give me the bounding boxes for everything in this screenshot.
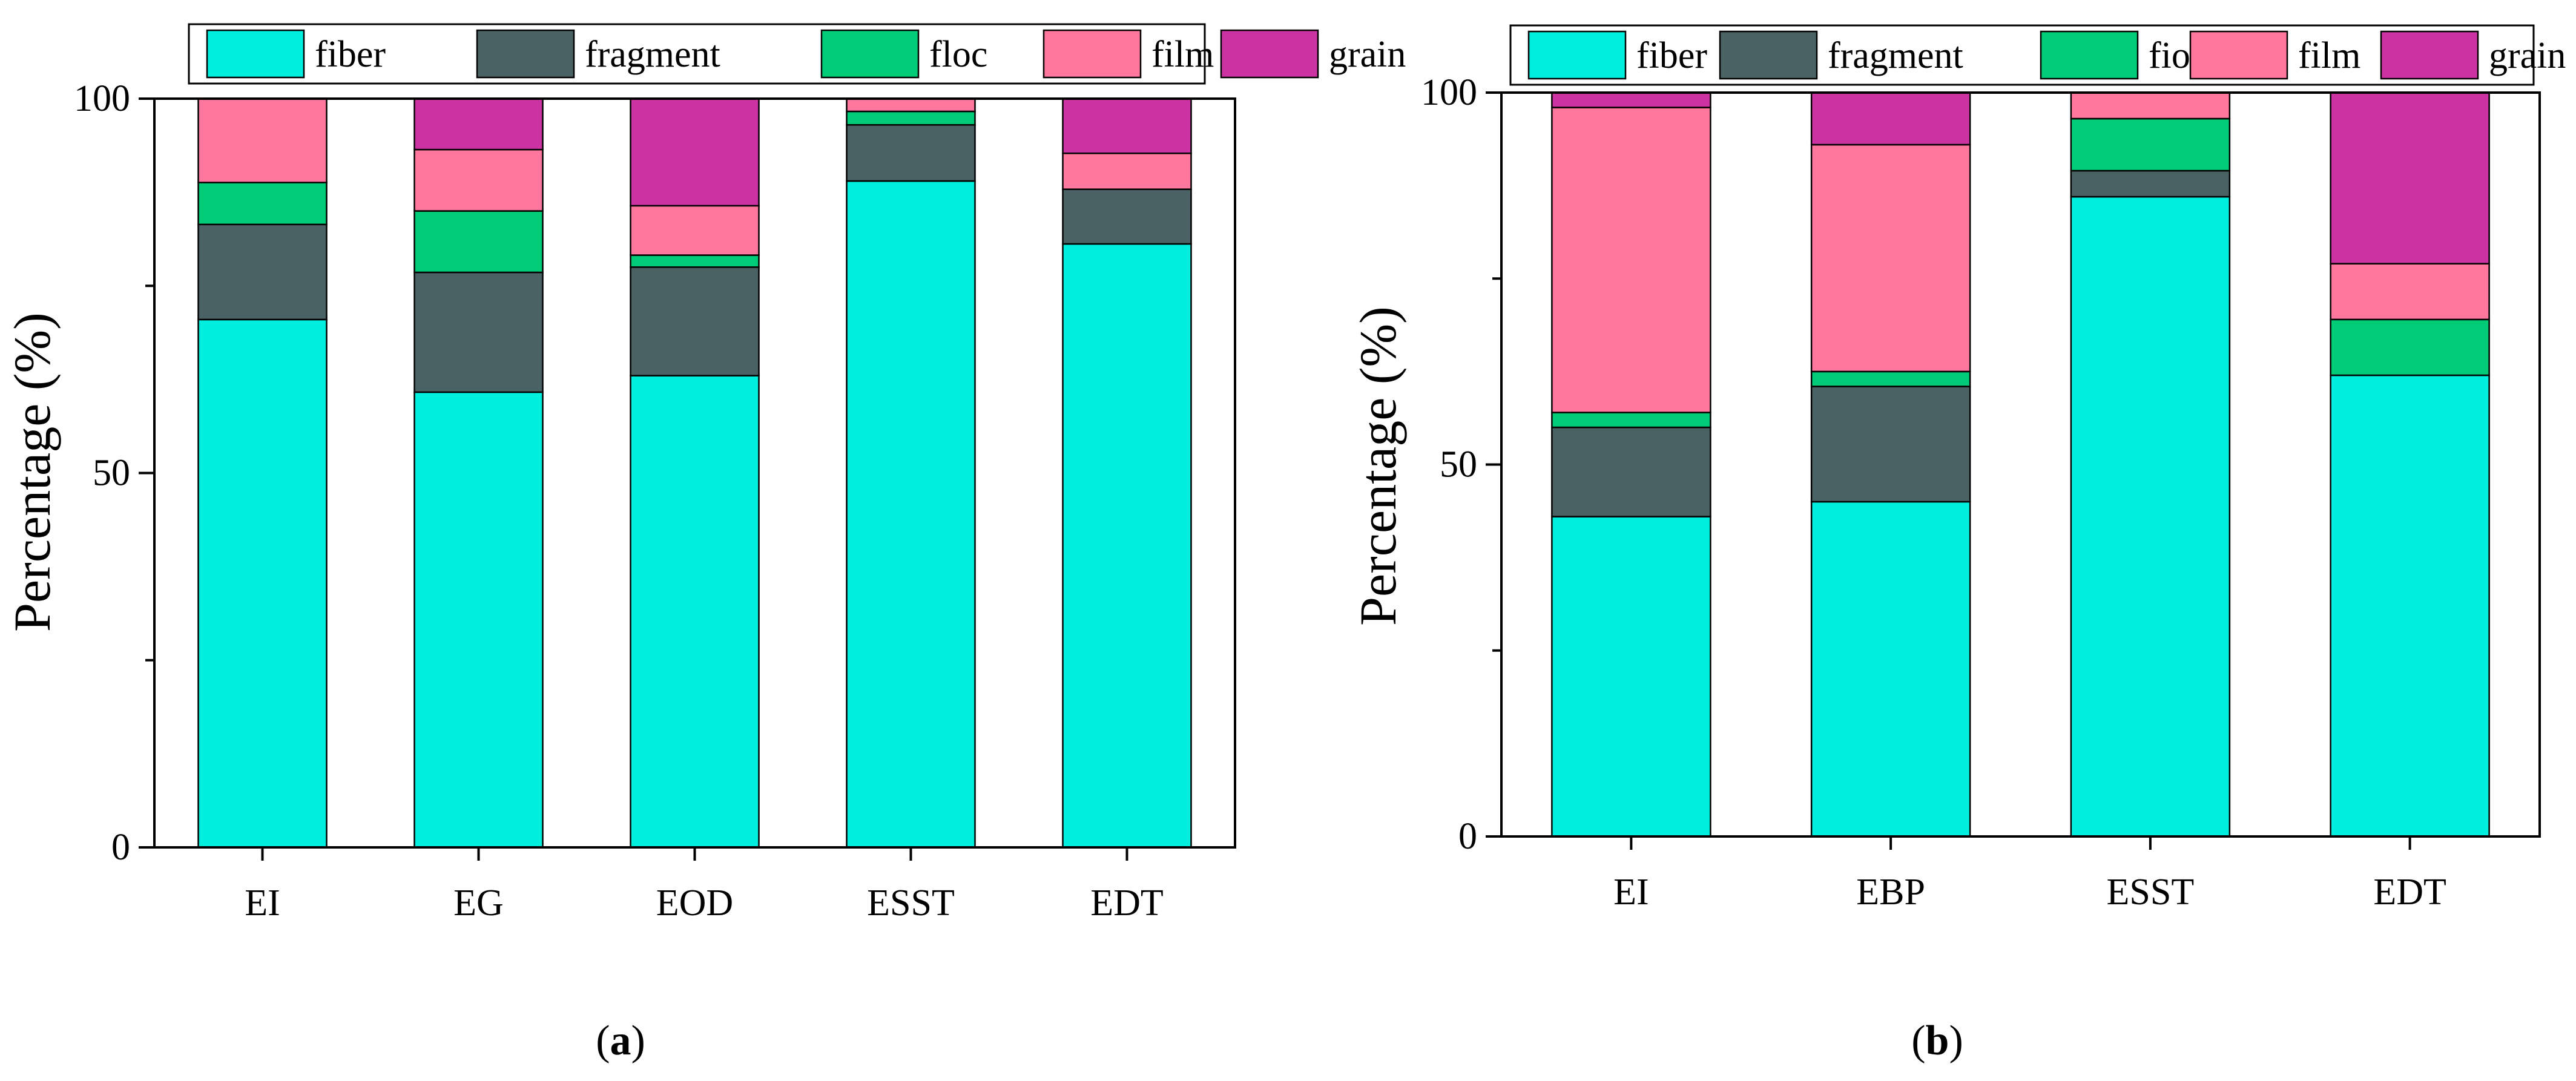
bar-fiber-esst bbox=[2071, 197, 2230, 836]
legend-label-grain: grain bbox=[2489, 35, 2566, 76]
bar-fioc-edt bbox=[2331, 320, 2489, 375]
bar-film-edt bbox=[2331, 264, 2489, 320]
panel-caption-letter: b bbox=[1926, 1017, 1949, 1064]
legend-swatch-fioc bbox=[2041, 31, 2138, 79]
bar-fiber-edt bbox=[2331, 375, 2489, 836]
bar-grain-ebp bbox=[1811, 93, 1970, 145]
legend-swatch-film bbox=[2190, 31, 2287, 79]
legend-swatch-grain bbox=[2381, 31, 2478, 79]
bar-fioc-esst bbox=[2071, 119, 2230, 171]
legend-label-film: film bbox=[2298, 35, 2360, 76]
legend-swatch-fiber bbox=[1529, 31, 1626, 79]
y-tick-label: 50 bbox=[1440, 444, 1477, 485]
y-axis-title: Percentage (%) bbox=[1349, 306, 1407, 626]
legend-label-fiber: fiber bbox=[1636, 35, 1707, 76]
x-tick-label-esst: ESST bbox=[2107, 872, 2195, 913]
bar-fragment-ei bbox=[1552, 427, 1710, 516]
chart-panel-b: 0 50 100 EI EBP ESST EDT Percentage (%) fiber fra… bbox=[0, 0, 2576, 1081]
panel-caption: (b) bbox=[1911, 1017, 1963, 1064]
bar-fragment-ebp bbox=[1811, 386, 1970, 501]
bar-fioc-ebp bbox=[1811, 372, 1970, 387]
bar-film-ei bbox=[1552, 108, 1710, 413]
bar-fragment-esst bbox=[2071, 171, 2230, 197]
bar-grain-ei bbox=[1552, 93, 1710, 108]
bar-film-ebp bbox=[1811, 145, 1970, 372]
x-tick-label-ebp: EBP bbox=[1856, 872, 1925, 913]
y-tick-label: 100 bbox=[1421, 72, 1477, 113]
bar-fiber-ei bbox=[1552, 517, 1710, 836]
bar-fiber-ebp bbox=[1811, 502, 1970, 836]
bar-film-esst bbox=[2071, 93, 2230, 119]
figure: 0 50 100 EI EG EOD ESST EDT Percentage (%) fiber f… bbox=[0, 0, 2576, 1081]
x-tick-label-ei: EI bbox=[1613, 872, 1649, 913]
legend-swatch-fragment bbox=[1720, 31, 1817, 79]
bar-fioc-ei bbox=[1552, 412, 1710, 427]
legend-label-fragment: fragment bbox=[1828, 35, 1963, 76]
bar-grain-edt bbox=[2331, 93, 2489, 264]
y-tick-label: 0 bbox=[1458, 816, 1477, 857]
x-tick-label-edt: EDT bbox=[2373, 872, 2446, 913]
